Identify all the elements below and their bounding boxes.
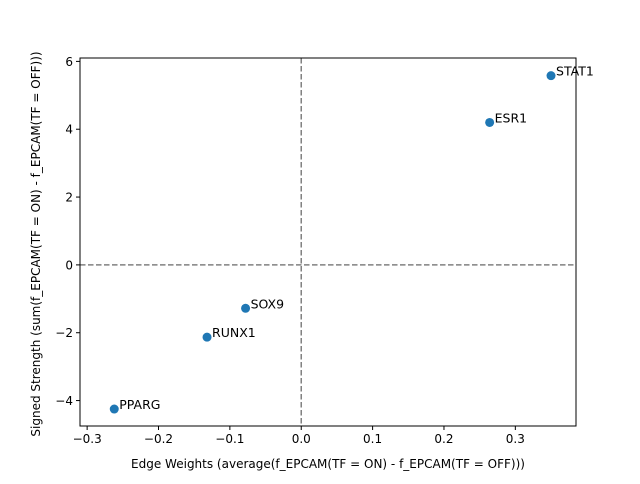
point-labels: STAT1 ESR1 SOX9 RUNX1 PPARG: [119, 64, 594, 412]
reference-lines: [80, 58, 576, 426]
y-tick-label: 2: [65, 191, 73, 205]
data-point-label: ESR1: [495, 110, 527, 125]
data-points: [109, 71, 556, 414]
data-point-label: SOX9: [251, 296, 285, 311]
x-axis-ticks: −0.3 −0.2 −0.1 0.0 0.1 0.2 0.3: [73, 426, 525, 446]
y-axis-ticks: −4 −2 0 2 4 6: [55, 55, 80, 408]
plot-area-frame: [79, 57, 577, 427]
x-axis-label: Edge Weights (average(f_EPCAM(TF = ON) -…: [131, 457, 525, 471]
y-tick-label: −4: [55, 394, 73, 408]
data-point: [202, 332, 212, 342]
y-tick-label: 0: [65, 258, 73, 272]
y-tick-label: 6: [65, 55, 73, 69]
data-point: [546, 71, 556, 81]
data-point: [485, 117, 495, 127]
data-point: [241, 303, 251, 313]
x-tick-label: 0.2: [434, 432, 453, 446]
y-axis-label: Signed Strength (sum(f_EPCAM(TF = ON) - …: [29, 51, 43, 436]
y-tick-label: 4: [65, 123, 73, 137]
x-tick-label: −0.2: [144, 432, 173, 446]
data-point-label: STAT1: [556, 64, 594, 79]
x-tick-label: −0.3: [73, 432, 102, 446]
x-tick-label: −0.1: [215, 432, 244, 446]
x-tick-label: 0.0: [292, 432, 311, 446]
x-tick-label: 0.3: [506, 432, 525, 446]
x-tick-label: 0.1: [363, 432, 382, 446]
data-point: [109, 404, 119, 414]
y-tick-label: −2: [55, 326, 73, 340]
data-point-label: RUNX1: [212, 325, 256, 340]
data-point-label: PPARG: [119, 397, 160, 412]
